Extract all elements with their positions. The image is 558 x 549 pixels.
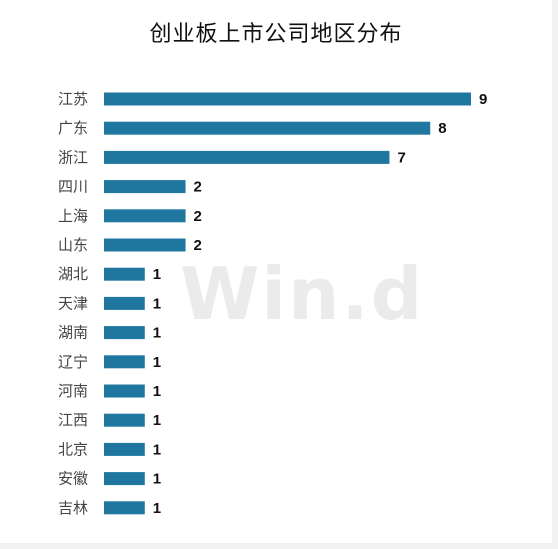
category-label: 四川 xyxy=(58,178,88,196)
category-label: 广东 xyxy=(58,119,88,137)
category-label: 河南 xyxy=(58,382,88,400)
category-label: 北京 xyxy=(58,440,88,458)
bar xyxy=(104,501,145,515)
data-label: 1 xyxy=(153,383,161,400)
data-label: 2 xyxy=(194,208,202,225)
category-label: 江西 xyxy=(58,411,88,429)
category-label: 湖北 xyxy=(58,265,88,283)
category-label: 安徽 xyxy=(58,470,88,488)
category-label: 山东 xyxy=(58,236,88,254)
bar xyxy=(104,238,186,252)
bar xyxy=(104,413,145,427)
category-label: 上海 xyxy=(58,207,88,225)
bar xyxy=(104,296,145,310)
category-label: 湖南 xyxy=(58,324,88,342)
category-label: 江苏 xyxy=(58,90,88,108)
data-label: 1 xyxy=(153,500,161,517)
data-label: 1 xyxy=(153,354,161,371)
chart-title: 创业板上市公司地区分布 xyxy=(149,22,403,47)
watermark-logo: Win.d xyxy=(180,252,425,336)
category-label: 吉林 xyxy=(58,499,88,517)
data-label: 2 xyxy=(194,237,202,254)
bar xyxy=(104,384,145,398)
bar xyxy=(104,326,145,340)
bar xyxy=(104,92,471,106)
bar xyxy=(104,442,145,456)
data-label: 9 xyxy=(479,91,487,108)
data-label: 7 xyxy=(397,149,405,166)
category-label: 天津 xyxy=(58,294,88,312)
bar xyxy=(104,150,390,164)
data-label: 8 xyxy=(438,120,446,137)
bar-chart: 江苏 9 广东 8 浙江 7 四川 2 上海 2 山东 2 湖北 1 天津 1 湖南 1 辽宁 1 河南 1 江西 1 北京 1 安… xyxy=(58,90,487,517)
category-label: 辽宁 xyxy=(58,353,88,371)
data-label: 1 xyxy=(153,325,161,342)
data-label: 1 xyxy=(153,412,161,429)
bar xyxy=(104,355,145,369)
data-label: 1 xyxy=(153,441,161,458)
category-label: 浙江 xyxy=(58,148,88,166)
data-label: 1 xyxy=(153,266,161,283)
bar xyxy=(104,209,186,223)
bar xyxy=(104,180,186,194)
bar xyxy=(104,267,145,281)
data-label: 2 xyxy=(194,179,202,196)
data-label: 1 xyxy=(153,471,161,488)
bar xyxy=(104,472,145,486)
bar xyxy=(104,121,431,135)
data-label: 1 xyxy=(153,295,161,312)
